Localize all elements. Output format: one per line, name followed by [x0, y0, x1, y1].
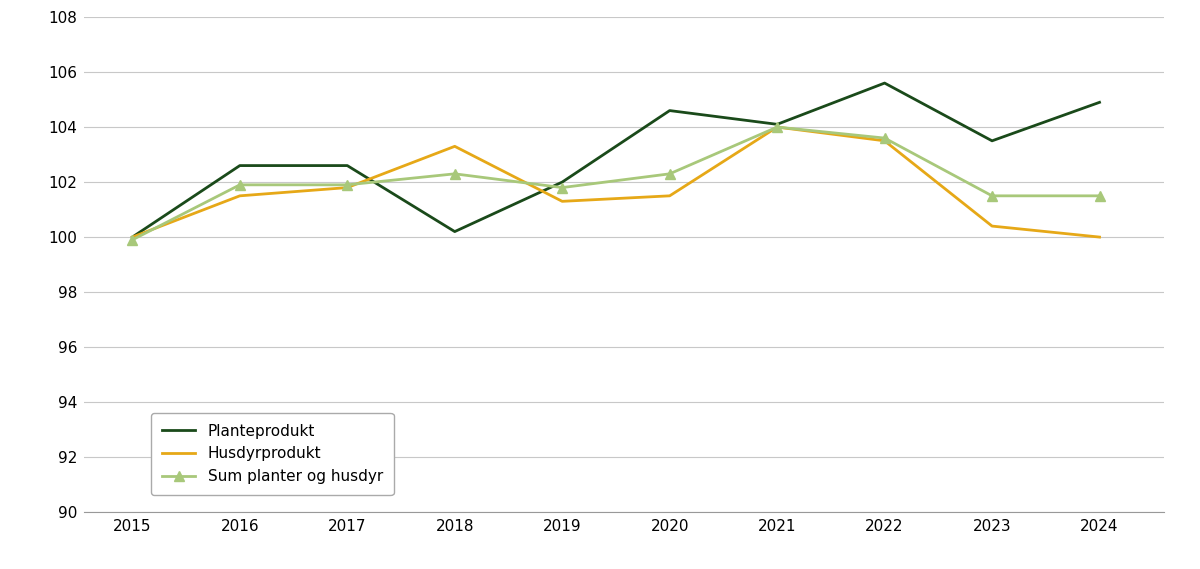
Sum planter og husdyr	[448, 170, 462, 177]
Sum planter og husdyr	[556, 184, 570, 191]
Husdyrprodukt	[340, 184, 354, 191]
Line: Sum planter og husdyr: Sum planter og husdyr	[127, 122, 1104, 245]
Planteprodukt	[985, 137, 1000, 144]
Husdyrprodukt	[662, 192, 677, 199]
Husdyrprodukt	[448, 143, 462, 150]
Planteprodukt	[1092, 99, 1106, 106]
Planteprodukt	[556, 179, 570, 185]
Planteprodukt	[125, 234, 139, 241]
Planteprodukt	[877, 80, 892, 86]
Sum planter og husdyr	[125, 236, 139, 243]
Husdyrprodukt	[556, 198, 570, 205]
Sum planter og husdyr	[1092, 192, 1106, 199]
Sum planter og husdyr	[662, 170, 677, 177]
Sum planter og husdyr	[985, 192, 1000, 199]
Planteprodukt	[340, 162, 354, 169]
Sum planter og husdyr	[877, 135, 892, 142]
Husdyrprodukt	[1092, 234, 1106, 241]
Sum planter og husdyr	[233, 182, 247, 188]
Husdyrprodukt	[985, 222, 1000, 229]
Planteprodukt	[770, 121, 785, 127]
Sum planter og husdyr	[340, 182, 354, 188]
Husdyrprodukt	[125, 234, 139, 241]
Sum planter og husdyr	[770, 123, 785, 130]
Husdyrprodukt	[770, 123, 785, 130]
Planteprodukt	[662, 107, 677, 114]
Planteprodukt	[448, 228, 462, 235]
Husdyrprodukt	[877, 137, 892, 144]
Line: Husdyrprodukt: Husdyrprodukt	[132, 127, 1099, 237]
Planteprodukt	[233, 162, 247, 169]
Legend: Planteprodukt, Husdyrprodukt, Sum planter og husdyr: Planteprodukt, Husdyrprodukt, Sum plante…	[151, 413, 394, 494]
Line: Planteprodukt: Planteprodukt	[132, 83, 1099, 237]
Husdyrprodukt	[233, 192, 247, 199]
